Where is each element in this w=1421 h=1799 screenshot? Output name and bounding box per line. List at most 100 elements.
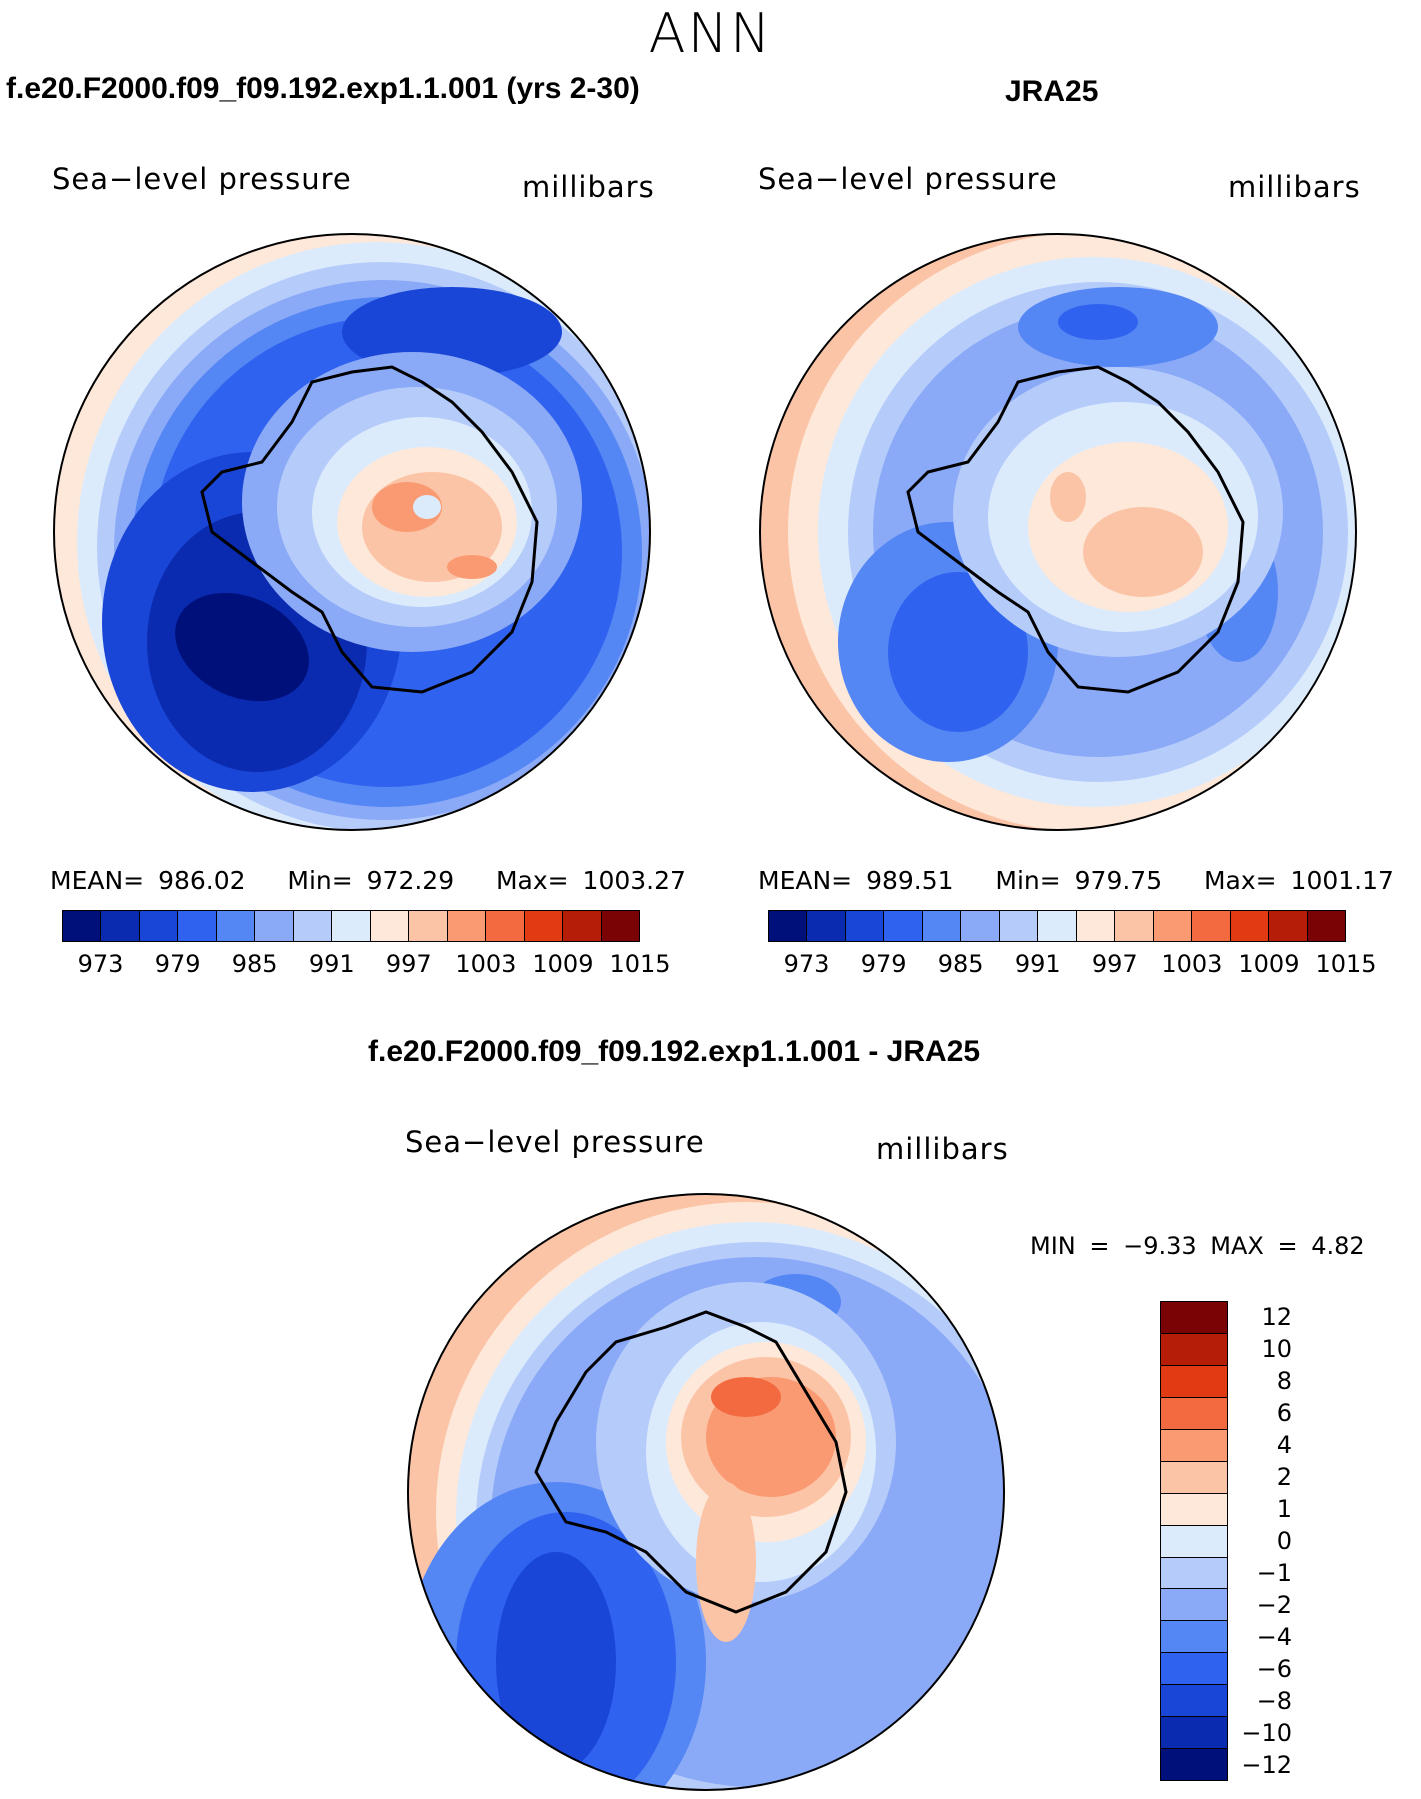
- panel-1-colorbar: [62, 910, 640, 942]
- colorbar-swatch: [1161, 1749, 1227, 1781]
- colorbar-tick-label: −12: [1241, 1751, 1292, 1779]
- colorbar-swatch: [1076, 911, 1116, 941]
- colorbar-swatch: [1161, 1685, 1227, 1718]
- panel-1-units-label: millibars: [522, 170, 655, 204]
- season-title: ANN: [648, 2, 773, 65]
- colorbar-swatch: [1269, 911, 1308, 941]
- colorbar-tick-label: 2: [1276, 1463, 1292, 1491]
- colorbar-tick-label: 973: [783, 950, 830, 978]
- colorbar-tick-label: 991: [308, 950, 355, 978]
- colorbar-tick-label: −6: [1256, 1655, 1292, 1683]
- colorbar-tick-label: 6: [1276, 1399, 1292, 1427]
- diff-variable-label: Sea−level pressure: [405, 1125, 705, 1159]
- colorbar-swatch: [1161, 1365, 1227, 1398]
- colorbar-swatch: [139, 911, 179, 941]
- colorbar-tick-label: 1015: [1315, 950, 1377, 978]
- panel-1-max: Max= 1003.27: [495, 866, 686, 895]
- panel-2-colorbar: [768, 910, 1346, 942]
- colorbar-swatch: [1153, 911, 1193, 941]
- panel-1-title: f.e20.F2000.f09_f09.192.exp1.1.001 (yrs …: [6, 72, 640, 105]
- colorbar-tick-label: 1015: [609, 950, 671, 978]
- colorbar-swatch: [1161, 1333, 1227, 1366]
- diff-units-label: millibars: [876, 1132, 1009, 1166]
- colorbar-tick-label: 991: [1014, 950, 1061, 978]
- colorbar-swatch: [1161, 1302, 1227, 1334]
- colorbar-swatch: [922, 911, 962, 941]
- colorbar-swatch: [409, 911, 448, 941]
- colorbar-tick-label: −1: [1256, 1559, 1292, 1587]
- colorbar-swatch: [1161, 1589, 1227, 1622]
- colorbar-tick-label: 979: [860, 950, 907, 978]
- colorbar-tick-label: 1009: [532, 950, 594, 978]
- colorbar-tick-label: 973: [77, 950, 124, 978]
- panel-2-stats: MEAN= 989.51 Min= 979.75 Max= 1001.17: [758, 866, 1394, 895]
- colorbar-swatch: [447, 911, 487, 941]
- diff-colorbar-ticks: 12 10 8 6 4 2 1 0 −1 −2 −4 −6 −8 −10 −12: [1232, 1301, 1302, 1781]
- colorbar-swatch: [1161, 1461, 1227, 1494]
- colorbar-tick-label: 979: [154, 950, 201, 978]
- panel-2-max: Max= 1001.17: [1203, 866, 1394, 895]
- colorbar-swatch: [1192, 911, 1231, 941]
- colorbar-swatch: [1038, 911, 1077, 941]
- panel-2-colorbar-ticks: 973 979 985 991 997 1003 1009 1015: [768, 950, 1377, 982]
- colorbar-swatch: [1161, 1653, 1227, 1686]
- colorbar-swatch: [1161, 1621, 1227, 1654]
- colorbar-swatch: [1161, 1557, 1227, 1590]
- colorbar-swatch: [1161, 1397, 1227, 1430]
- colorbar-tick-label: 0: [1276, 1527, 1292, 1555]
- panel-2-units-label: millibars: [1228, 170, 1361, 204]
- panel-1-colorbar-ticks: 973 979 985 991 997 1003 1009 1015: [62, 950, 671, 982]
- colorbar-swatch: [216, 911, 256, 941]
- panel-1-min: Min= 972.29: [287, 866, 455, 895]
- colorbar-tick-label: 1003: [1161, 950, 1223, 978]
- diff-panel-title: f.e20.F2000.f09_f09.192.exp1.1.001 - JRA…: [368, 1035, 981, 1068]
- colorbar-swatch: [999, 911, 1039, 941]
- colorbar-swatch: [845, 911, 885, 941]
- colorbar-swatch: [1230, 911, 1270, 941]
- colorbar-swatch: [524, 911, 564, 941]
- colorbar-swatch: [63, 911, 102, 941]
- colorbar-swatch: [293, 911, 333, 941]
- colorbar-swatch: [1115, 911, 1154, 941]
- panel-2-mean: MEAN= 989.51: [758, 866, 954, 895]
- panel-2-min: Min= 979.75: [995, 866, 1163, 895]
- colorbar-swatch: [563, 911, 602, 941]
- colorbar-swatch: [1161, 1525, 1227, 1558]
- colorbar-swatch: [255, 911, 294, 941]
- colorbar-swatch: [332, 911, 371, 941]
- colorbar-swatch: [1161, 1493, 1227, 1526]
- diff-minmax: MIN = −9.33 MAX = 4.82: [1030, 1232, 1365, 1260]
- colorbar-swatch: [884, 911, 923, 941]
- colorbar-tick-label: 985: [231, 950, 278, 978]
- colorbar-tick-label: 4: [1276, 1431, 1292, 1459]
- colorbar-tick-label: 985: [937, 950, 984, 978]
- colorbar-tick-label: −10: [1241, 1719, 1292, 1747]
- colorbar-swatch: [370, 911, 410, 941]
- colorbar-swatch: [807, 911, 846, 941]
- colorbar-tick-label: −4: [1256, 1623, 1292, 1651]
- panel-2-polar-map: [759, 233, 1357, 831]
- colorbar-swatch: [101, 911, 140, 941]
- panel-2-variable-label: Sea−level pressure: [758, 162, 1058, 196]
- colorbar-tick-label: 997: [1091, 950, 1138, 978]
- panel-2-title: JRA25: [1005, 75, 1099, 108]
- colorbar-swatch: [961, 911, 1000, 941]
- panel-1-polar-map: [53, 233, 651, 831]
- colorbar-tick-label: 1: [1276, 1495, 1292, 1523]
- colorbar-tick-label: −8: [1256, 1687, 1292, 1715]
- panel-1-variable-label: Sea−level pressure: [52, 162, 352, 196]
- colorbar-tick-label: 1009: [1238, 950, 1300, 978]
- colorbar-tick-label: 12: [1261, 1303, 1292, 1331]
- diff-polar-map: [407, 1193, 1005, 1791]
- colorbar-tick-label: 997: [385, 950, 432, 978]
- colorbar-tick-label: 1003: [455, 950, 517, 978]
- colorbar-tick-label: 10: [1261, 1335, 1292, 1363]
- panel-1-stats: MEAN= 986.02 Min= 972.29 Max= 1003.27: [50, 866, 686, 895]
- colorbar-tick-label: 8: [1276, 1366, 1292, 1395]
- colorbar-swatch: [1161, 1429, 1227, 1462]
- colorbar-swatch: [769, 911, 808, 941]
- colorbar-swatch: [178, 911, 217, 941]
- diff-colorbar: [1160, 1301, 1228, 1781]
- colorbar-swatch: [601, 911, 640, 941]
- colorbar-swatch: [1307, 911, 1346, 941]
